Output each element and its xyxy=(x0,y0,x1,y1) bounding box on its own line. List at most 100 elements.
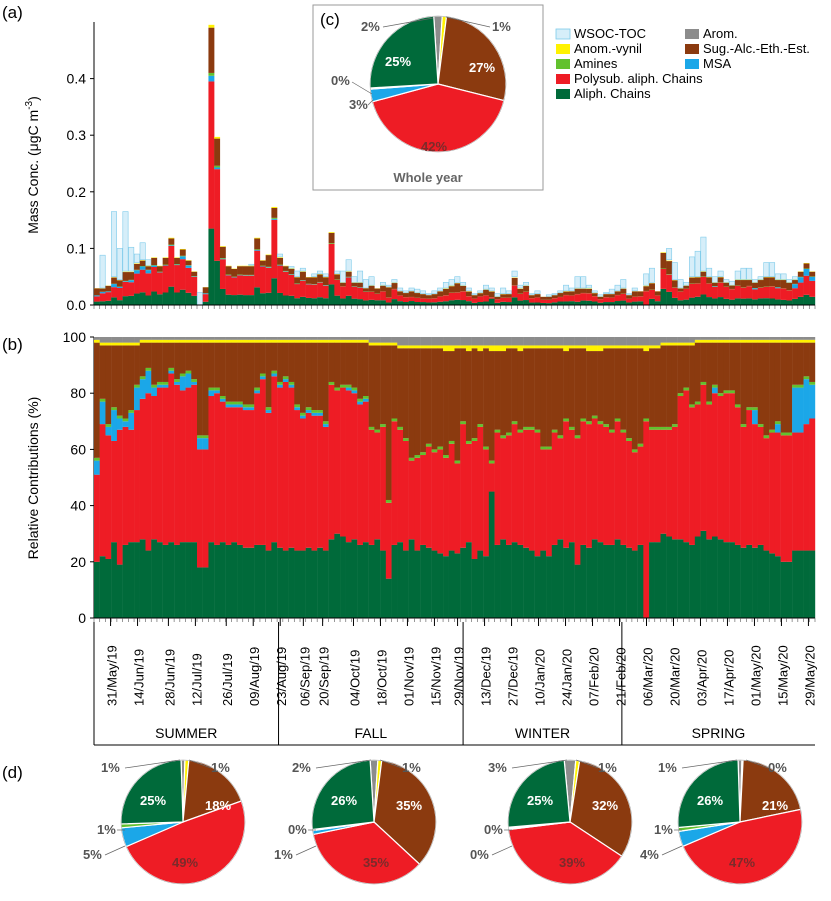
pie-d-fall-label: 26% xyxy=(331,793,357,808)
bar-segment-aliph xyxy=(105,300,112,305)
bar-segment-amines xyxy=(443,455,449,458)
bar-segment-polysub xyxy=(99,424,106,557)
bar-segment-aliph xyxy=(219,542,226,618)
bar-segment-polysub xyxy=(99,293,106,302)
bar-segment-aliph xyxy=(99,556,106,618)
bar-wsoc xyxy=(437,287,444,292)
date-label: 24/Jan/20 xyxy=(560,649,575,706)
bar-wsoc xyxy=(511,270,518,278)
bar-segment-aliph xyxy=(609,302,615,305)
bar-segment-vinyl xyxy=(408,345,415,349)
bar-segment-aliph xyxy=(448,550,455,618)
bar-segment-sugar xyxy=(254,342,261,388)
bar-segment-vinyl xyxy=(723,339,730,343)
bar-segment-msa xyxy=(208,75,215,82)
bar-segment-aliph xyxy=(477,302,484,305)
bar-segment-polysub xyxy=(780,435,787,562)
bar-segment-sugar xyxy=(637,291,644,297)
panel-label-c: (c) xyxy=(320,10,340,29)
bar-segment-sugar xyxy=(248,266,255,275)
legend-swatch xyxy=(556,59,570,69)
bar-segment-polysub xyxy=(597,299,604,303)
bar-segment-aliph xyxy=(105,558,112,618)
bar-segment-aliph xyxy=(357,299,364,305)
bar-segment-polysub xyxy=(214,169,221,261)
bar-segment-arom xyxy=(792,337,799,340)
bar-segment-amines xyxy=(757,424,764,427)
bar-segment-sugar xyxy=(111,277,118,284)
bar-segment-aliph xyxy=(626,547,633,618)
bar-segment-polysub xyxy=(586,424,593,548)
bar-segment-amines xyxy=(780,432,787,436)
bar-segment-amines xyxy=(408,457,415,461)
bar-segment-arom xyxy=(568,337,575,346)
bar-segment-aliph xyxy=(460,300,467,305)
bar-segment-aliph xyxy=(506,544,512,618)
y-tick-label-a: 0.4 xyxy=(67,71,87,87)
bar-segment-msa xyxy=(225,404,232,408)
bar-segment-arom xyxy=(551,337,558,346)
y-tick-label-a: 0.1 xyxy=(67,240,87,256)
bar-segment-vinyl xyxy=(689,342,696,346)
y-axis-label-a-main: Mass Conc. (μgC m xyxy=(25,110,41,234)
bar-segment-polysub xyxy=(712,393,718,537)
pie-d-fall-outline xyxy=(311,759,437,885)
bar-segment-aliph xyxy=(219,288,226,305)
bar-segment-polysub xyxy=(334,279,341,296)
bar-segment-arom xyxy=(511,337,518,346)
bar-segment-aliph xyxy=(500,301,507,305)
bar-wsoc xyxy=(723,279,730,283)
bar-segment-polysub xyxy=(403,440,409,551)
bar-segment-vinyl xyxy=(322,339,329,343)
bar-segment-polysub xyxy=(477,296,484,303)
bar-segment-vinyl xyxy=(374,342,381,346)
bar-segment-vinyl xyxy=(202,339,209,343)
bar-segment-polysub xyxy=(454,463,461,554)
bar-segment-arom xyxy=(277,337,284,340)
bar-segment-aliph xyxy=(254,287,261,305)
bar-segment-sugar xyxy=(288,268,295,275)
bar-segment-aliph xyxy=(288,547,295,618)
bar-segment-polysub xyxy=(277,387,284,548)
bar-segment-msa xyxy=(99,401,106,425)
bar-segment-vinyl xyxy=(254,339,261,343)
bar-segment-aliph xyxy=(254,544,261,618)
bar-segment-sugar xyxy=(780,280,787,289)
bar-segment-polysub xyxy=(231,407,238,543)
bar-segment-polysub xyxy=(116,429,123,565)
bar-segment-arom xyxy=(334,337,341,340)
bar-segment-msa xyxy=(712,387,718,394)
bar-segment-aliph xyxy=(671,539,678,618)
date-label: 29/Nov/19 xyxy=(452,647,467,706)
date-label: 20/Mar/20 xyxy=(667,647,682,706)
bar-segment-vinyl xyxy=(368,342,375,346)
bar-segment-polysub xyxy=(219,259,226,289)
bar-segment-polysub xyxy=(282,381,289,551)
bar-segment-polysub xyxy=(237,275,243,295)
bar-segment-amines xyxy=(197,435,203,439)
bar-segment-polysub xyxy=(620,293,627,301)
bar-segment-aliph xyxy=(465,542,472,618)
bar-segment-polysub xyxy=(391,289,398,300)
bar-segment-amines xyxy=(746,407,753,411)
bar-segment-aliph xyxy=(225,544,232,618)
pie-d-winter-leader xyxy=(511,759,568,769)
bar-segment-amines xyxy=(666,426,673,430)
bar-segment-sugar xyxy=(752,342,758,408)
bar-segment-amines xyxy=(374,429,381,433)
bar-segment-polysub xyxy=(586,293,593,301)
date-label: 01/Nov/19 xyxy=(401,647,416,706)
bar-segment-polysub xyxy=(603,426,610,545)
bar-wsoc xyxy=(643,273,650,286)
bar-segment-arom xyxy=(443,337,449,346)
bar-segment-aliph xyxy=(780,299,787,305)
bar-segment-vinyl xyxy=(345,339,352,343)
bar-wsoc xyxy=(317,270,323,275)
bar-segment-amines xyxy=(809,381,816,385)
legend-swatch xyxy=(685,59,699,69)
bar-segment-sugar xyxy=(385,287,392,298)
bar-segment-polysub xyxy=(465,443,472,543)
bar-segment-aliph xyxy=(757,544,764,618)
bar-segment-aliph xyxy=(179,289,186,305)
bar-segment-aliph xyxy=(425,302,432,305)
